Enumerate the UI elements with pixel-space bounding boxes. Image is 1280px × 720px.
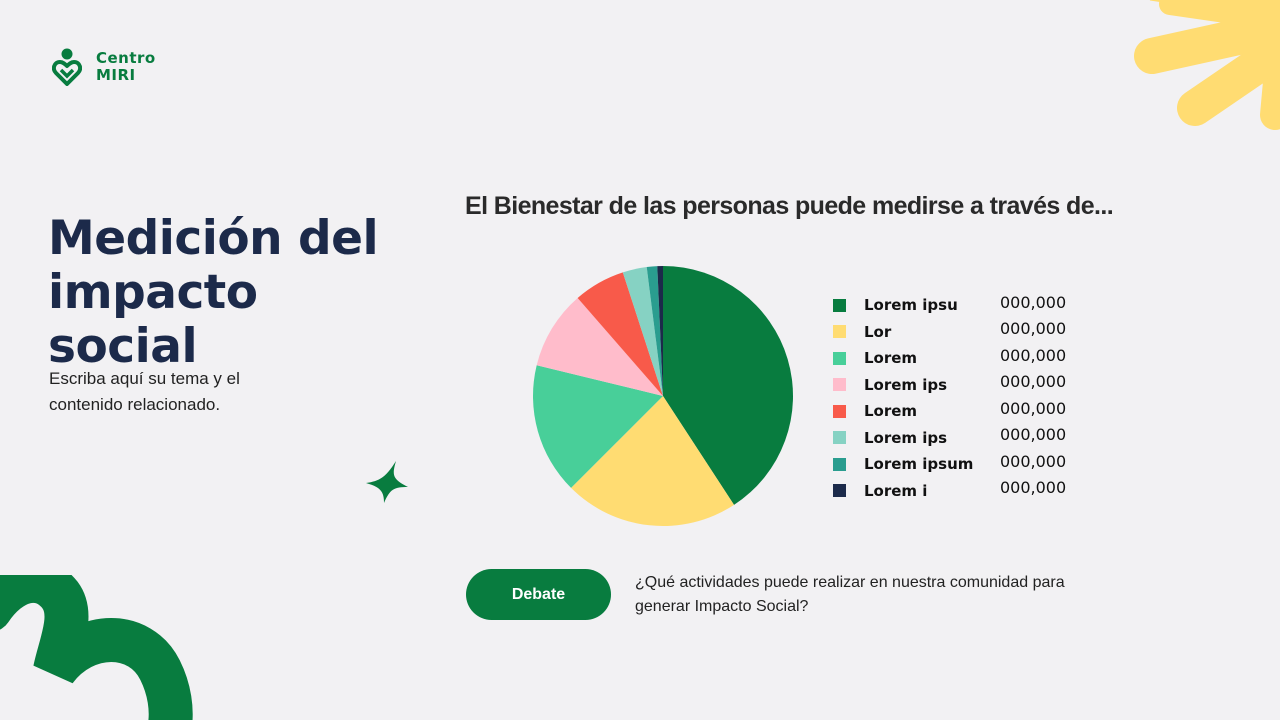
pie-slice bbox=[663, 266, 793, 505]
legend-item: Lorem 000,000 bbox=[833, 345, 1066, 372]
pie-slice bbox=[646, 266, 663, 396]
legend-item: Lorem ipsu 000,000 bbox=[833, 292, 1066, 319]
legend-swatch bbox=[833, 325, 846, 339]
pie-slice bbox=[577, 272, 663, 396]
legend-item: Lorem ipsum 000,000 bbox=[833, 451, 1066, 478]
legend-value: 000,000 bbox=[1000, 319, 1067, 339]
pie-slice bbox=[571, 396, 735, 526]
legend-label: Lorem ips bbox=[864, 428, 948, 447]
legend-value: 000,000 bbox=[1000, 398, 1067, 418]
legend-label: Lorem bbox=[864, 402, 918, 421]
legend-label: Lorem ipsum bbox=[864, 455, 974, 474]
sparkle-icon bbox=[366, 461, 408, 503]
heart-person-logo-icon bbox=[52, 48, 82, 86]
pie-slice bbox=[622, 267, 663, 396]
legend-value: 000,000 bbox=[1000, 451, 1067, 471]
page-title: Medición del impacto social bbox=[48, 211, 379, 374]
legend-label: Lorem bbox=[864, 349, 918, 368]
legend-label: Lorem i bbox=[864, 481, 928, 500]
green-squiggle-decoration bbox=[0, 575, 193, 720]
legend-swatch bbox=[833, 484, 846, 498]
intro-text: Escriba aquí su tema y el contenido rela… bbox=[49, 369, 240, 414]
legend-item: Lorem ips 000,000 bbox=[833, 372, 1066, 399]
pie-slice bbox=[533, 365, 663, 488]
legend-swatch bbox=[833, 431, 846, 445]
logo-text: Centro MIRI bbox=[96, 50, 156, 84]
legend-item: Lor 000,000 bbox=[833, 319, 1066, 346]
debate-question: ¿Qué actividades puede realizar en nuest… bbox=[635, 574, 1065, 615]
legend-label: Lor bbox=[864, 322, 892, 341]
legend-label: Lorem ips bbox=[864, 375, 948, 394]
legend-item: Lorem i 000,000 bbox=[833, 478, 1066, 505]
pie-slice bbox=[657, 266, 663, 396]
logo: Centro MIRI bbox=[52, 48, 156, 86]
legend-value: 000,000 bbox=[1000, 425, 1067, 445]
legend-item: Lorem ips 000,000 bbox=[833, 425, 1066, 452]
legend-swatch bbox=[833, 457, 846, 471]
legend-swatch bbox=[833, 298, 846, 312]
legend-value: 000,000 bbox=[1000, 478, 1067, 498]
chart-title: El Bienestar de las personas puede medir… bbox=[465, 192, 1114, 220]
legend-swatch bbox=[833, 378, 846, 392]
pie-slice bbox=[536, 297, 663, 396]
logo-line2: MIRI bbox=[96, 66, 136, 84]
legend-swatch bbox=[833, 351, 846, 365]
pie-chart bbox=[533, 266, 793, 526]
legend-value: 000,000 bbox=[1000, 292, 1067, 312]
debate-button[interactable]: Debate bbox=[466, 569, 611, 620]
legend-label: Lorem ipsu bbox=[864, 296, 958, 315]
logo-line1: Centro bbox=[96, 49, 156, 67]
legend-value: 000,000 bbox=[1000, 372, 1067, 392]
yellow-burst-decoration bbox=[1134, 0, 1280, 130]
chart-legend: Lorem ipsu 000,000 Lor 000,000 Lorem 000,000 L… bbox=[833, 292, 1066, 504]
legend-swatch bbox=[833, 404, 846, 418]
legend-item: Lorem 000,000 bbox=[833, 398, 1066, 425]
legend-value: 000,000 bbox=[1000, 345, 1067, 365]
